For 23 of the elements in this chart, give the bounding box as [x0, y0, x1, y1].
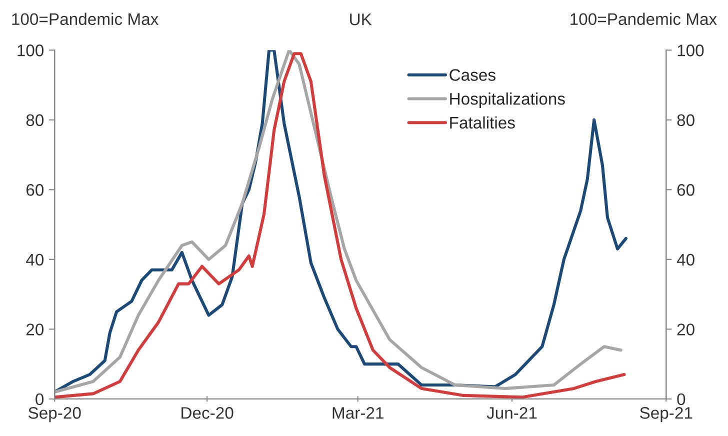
- y-tick-label: 20: [26, 324, 44, 336]
- x-tick-label: Mar-21: [332, 407, 384, 419]
- y-tick-label: 40: [26, 254, 44, 266]
- x-tick-label: Sep-20: [28, 407, 81, 422]
- y2-axis-title: 100=Pandemic Max: [570, 12, 717, 26]
- x-tick-label: Sep-21: [640, 407, 692, 422]
- y2-tick-label: 80: [677, 114, 694, 126]
- y-axis-title: 100=Pandemic Max: [12, 12, 159, 26]
- y-tick-label: 80: [26, 114, 44, 126]
- y2-tick-label: 60: [677, 184, 694, 196]
- chart-title: UK: [350, 14, 372, 26]
- y2-tick-label: 40: [676, 254, 694, 266]
- y2-tick-label: 20: [677, 324, 694, 336]
- legend-label: Cases: [450, 69, 496, 81]
- y-tick-label: 0: [36, 393, 44, 406]
- legend-label: Fatalities: [450, 116, 515, 129]
- y2-tick-label: 0: [677, 393, 686, 406]
- x-tick-label: Jun-21: [486, 407, 537, 419]
- legend-label: Hospitalizations: [450, 92, 565, 108]
- x-tick-label: Dec-20: [182, 407, 234, 419]
- y-tick-label: 100: [18, 44, 44, 56]
- y2-tick-label: 100: [678, 44, 704, 56]
- y-tick-label: 60: [26, 184, 44, 196]
